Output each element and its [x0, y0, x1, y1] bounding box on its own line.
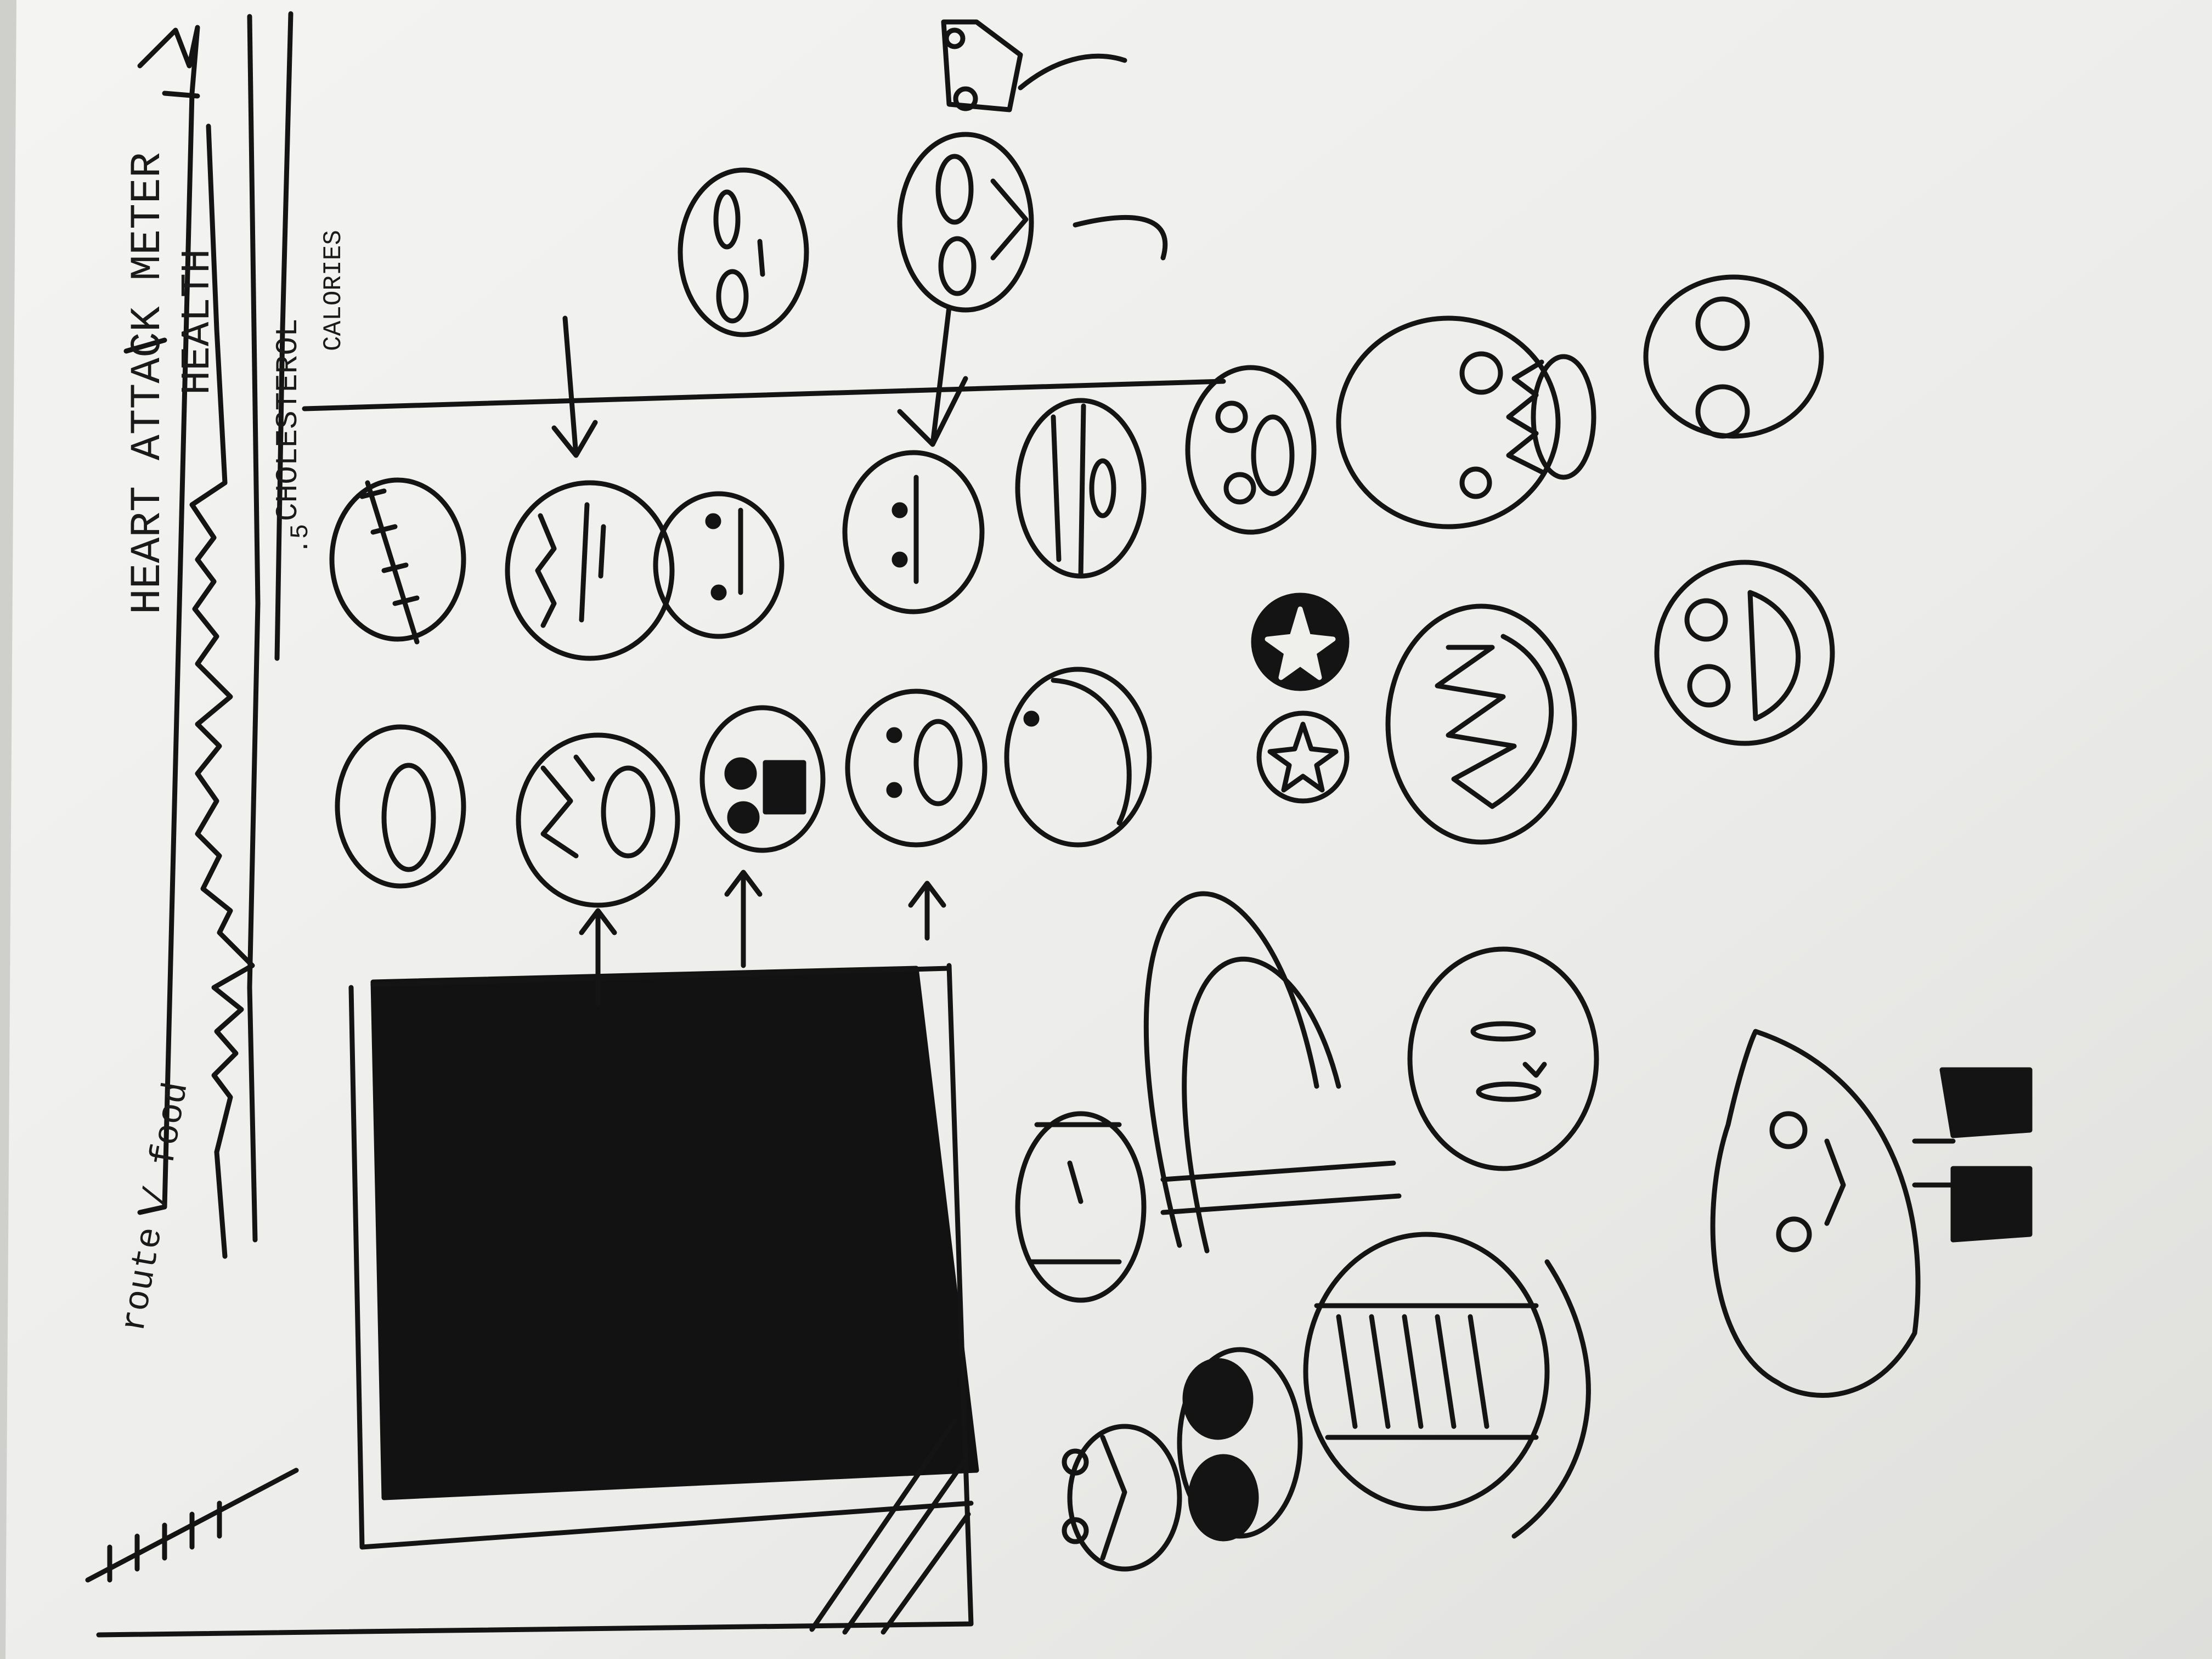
- label-marker-glyph: .5: [286, 524, 315, 554]
- sunglasses-face: [1177, 1347, 1303, 1542]
- face-3: [505, 480, 675, 661]
- squiggle-line: [1073, 215, 1168, 261]
- face-8: [845, 689, 988, 848]
- hatched-bar: [85, 1468, 299, 1583]
- face-6: [699, 705, 826, 853]
- arrow-down-2: [897, 304, 968, 447]
- face-16: [678, 167, 809, 337]
- meter-cap: [162, 91, 200, 99]
- face-11: [1185, 365, 1317, 535]
- corner-hatching: [809, 1418, 971, 1635]
- arrow-up-3: [908, 881, 946, 941]
- striped-ball: [1303, 1232, 1591, 1539]
- label-health: HEALTH: [175, 249, 221, 395]
- face-18: [1015, 1111, 1147, 1303]
- arrow-up-2: [724, 870, 763, 968]
- star-badge-2: [1256, 710, 1350, 804]
- lemon-creature: [1710, 1029, 2033, 1398]
- panel-top-edge: [370, 966, 952, 988]
- face-13: [1643, 274, 1824, 439]
- cholesterol-line: [247, 14, 261, 1243]
- face-7: [842, 450, 985, 614]
- label-heart-attack-meter: HEART ATTACK METER: [124, 152, 172, 614]
- label-calories: CALORIES: [319, 230, 348, 351]
- heart-attack-meter: [123, 11, 1226, 1259]
- face-4: [516, 732, 680, 908]
- face-20: [1062, 1424, 1182, 1572]
- face-5: [653, 491, 785, 639]
- meter-outer-line: [137, 25, 200, 1215]
- face-15: [1654, 560, 1835, 746]
- face-12: [1336, 315, 1596, 529]
- health-zigzag: [189, 123, 255, 1259]
- face-2: [335, 724, 466, 889]
- panel-left-edge: [348, 985, 974, 1550]
- arrow-up-1: [579, 908, 617, 1007]
- calories-line: [274, 11, 294, 661]
- face-1: [329, 477, 466, 645]
- panel-bottom-edge: [96, 963, 974, 1638]
- doodle-head: [941, 19, 1127, 112]
- arrow-down-1: [551, 315, 598, 458]
- antenna-arc: [1143, 891, 1402, 1254]
- face-9: [1015, 398, 1147, 579]
- dark-scribble-fill: [370, 966, 979, 1500]
- meter-divider: [302, 379, 1226, 411]
- label-cholesterol: CHOLESTEROL: [270, 318, 306, 521]
- face-19: [1407, 946, 1599, 1171]
- meter-tick: [123, 337, 167, 354]
- face-10: [1004, 667, 1152, 848]
- face-14: [1385, 603, 1577, 845]
- face-17: [897, 132, 1034, 313]
- black-scene-panel: [85, 963, 979, 1638]
- star-badge-1: [1251, 592, 1350, 691]
